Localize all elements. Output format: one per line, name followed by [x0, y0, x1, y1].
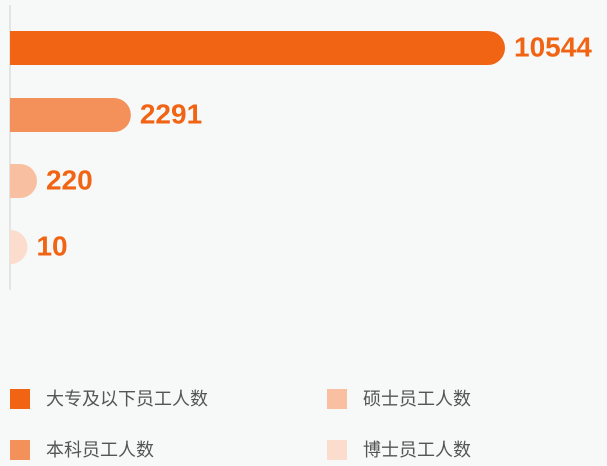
legend-label: 大专及以下员工人数	[46, 389, 208, 410]
bar	[10, 230, 28, 264]
bar	[10, 31, 505, 65]
legend-swatch	[327, 440, 347, 460]
value-label: 2291	[140, 98, 202, 129]
value-label: 220	[46, 164, 93, 195]
legend-label: 硕士员工人数	[363, 389, 471, 410]
legend-swatch	[327, 389, 347, 409]
bar	[10, 164, 37, 198]
value-label: 10	[36, 230, 67, 261]
bar	[10, 98, 131, 132]
value-label: 10544	[514, 31, 592, 62]
legend-label: 本科员工人数	[46, 440, 154, 461]
legend-swatch	[10, 440, 30, 460]
legend-swatch	[10, 389, 30, 409]
legend-label: 博士员工人数	[363, 440, 471, 461]
